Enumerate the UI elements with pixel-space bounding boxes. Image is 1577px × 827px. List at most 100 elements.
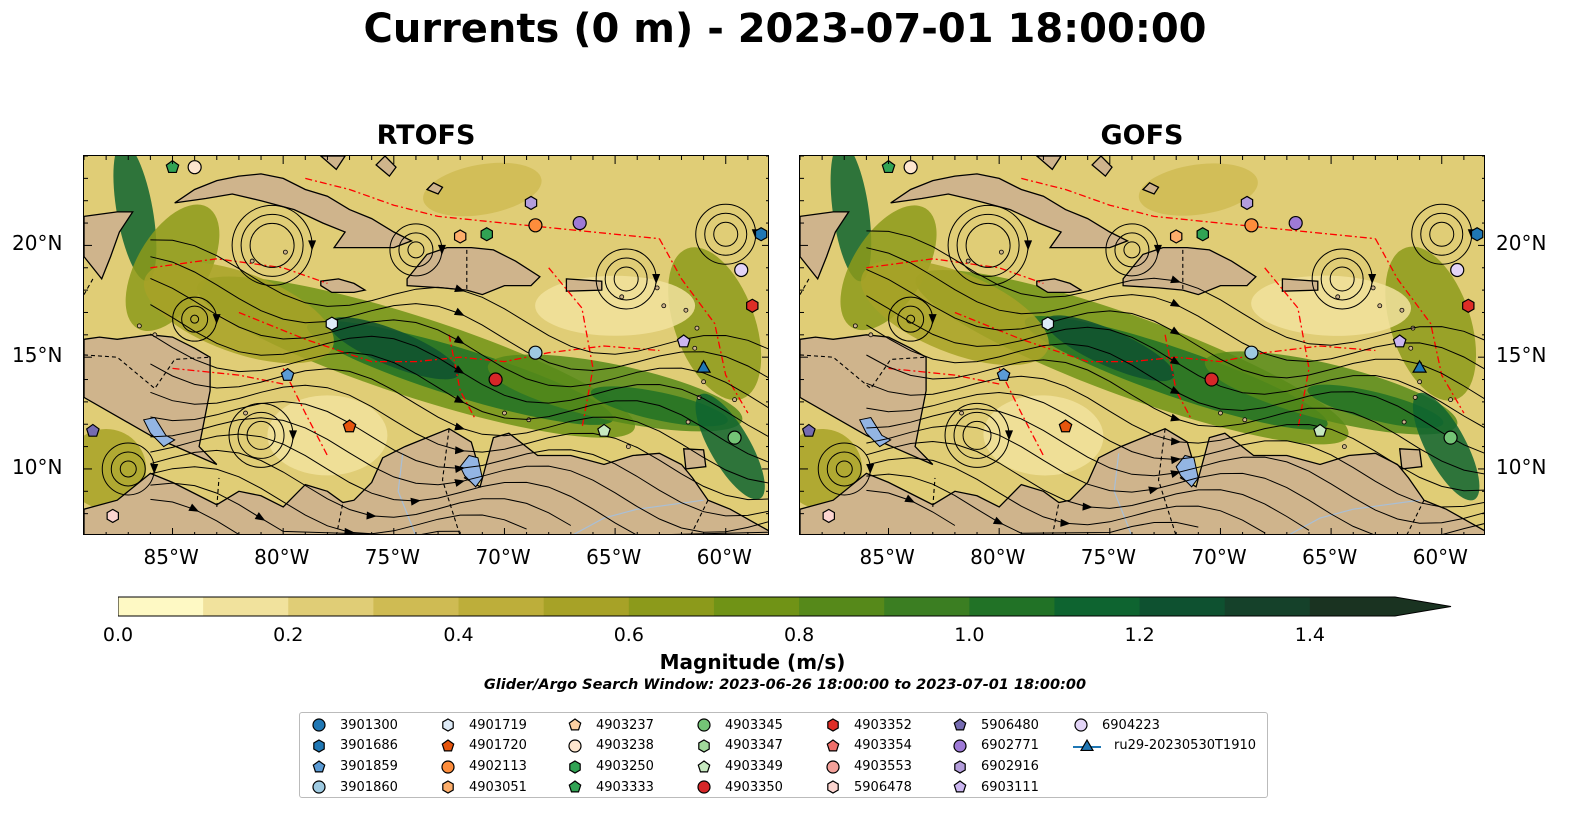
- float-marker-4903350[interactable]: [488, 372, 503, 387]
- float-marker-4903250[interactable]: [1196, 227, 1209, 242]
- legend-marker[interactable]: [953, 718, 967, 731]
- float-marker-3901859[interactable]: [280, 367, 295, 381]
- float-marker-6902916[interactable]: [524, 195, 538, 211]
- legend-marker-icon: [827, 718, 839, 732]
- float-marker-4903350[interactable]: [1204, 372, 1219, 387]
- legend-marker-icon: [442, 780, 454, 795]
- float-marker-4903333[interactable]: [165, 159, 180, 174]
- float-marker-3901686[interactable]: [1470, 227, 1484, 242]
- colorbar-segment: [458, 597, 545, 616]
- legend-marker[interactable]: [312, 759, 326, 773]
- float-marker-3901686[interactable]: [754, 227, 768, 242]
- float-marker-3901860[interactable]: [528, 345, 543, 360]
- legend-marker[interactable]: [697, 759, 711, 773]
- float-marker-4901720[interactable]: [1058, 419, 1073, 433]
- legend-marker[interactable]: [826, 759, 840, 774]
- legend-marker[interactable]: [441, 739, 455, 752]
- legend-marker[interactable]: [313, 739, 325, 753]
- legend-marker[interactable]: [442, 718, 454, 732]
- float-marker-4901720[interactable]: [342, 419, 357, 433]
- colorbar-tick-label: 0.0: [102, 624, 134, 646]
- float-marker-4901719[interactable]: [325, 316, 339, 331]
- float-marker-ru29-20230530T1910[interactable]: [696, 359, 712, 373]
- float-marker-4901719[interactable]: [1041, 316, 1055, 331]
- float-marker-3901859[interactable]: [996, 367, 1011, 381]
- legend-marker[interactable]: [1079, 738, 1095, 751]
- legend-marker[interactable]: [442, 780, 454, 795]
- float-marker-4903238[interactable]: [187, 160, 202, 175]
- float-marker-4903238[interactable]: [903, 160, 918, 175]
- legend-marker-icon: [312, 718, 326, 732]
- float-marker-3901860[interactable]: [1244, 345, 1259, 360]
- legend-marker[interactable]: [698, 739, 710, 753]
- panel-title-gofs: GOFS: [1100, 120, 1184, 151]
- legend-marker[interactable]: [1074, 718, 1088, 732]
- float-marker-4903250[interactable]: [480, 227, 493, 242]
- float-marker-4902113[interactable]: [1244, 218, 1259, 233]
- legend-marker-icon: [442, 718, 454, 732]
- lat-tick-label-right: 10°N: [1496, 454, 1547, 479]
- float-marker-6904223[interactable]: [734, 262, 749, 278]
- legend-marker[interactable]: [827, 718, 839, 732]
- float-marker-ru29-20230530T1910[interactable]: [1412, 359, 1428, 373]
- legend-label: 4901719: [469, 717, 527, 733]
- float-marker-4903345[interactable]: [1443, 430, 1458, 445]
- colorbar-tick-label: 1.4: [1294, 624, 1325, 646]
- float-marker-6902771[interactable]: [1288, 215, 1303, 231]
- legend-entry: 3901686: [310, 736, 398, 756]
- map-panel-rtofs[interactable]: [83, 155, 769, 535]
- legend-marker-icon: [953, 739, 967, 753]
- legend-entry: 4902113: [439, 757, 527, 777]
- legend-marker[interactable]: [953, 780, 967, 793]
- lon-tick-label: 60°W: [696, 545, 752, 569]
- float-marker-5906478[interactable]: [822, 508, 835, 524]
- legend-marker[interactable]: [568, 739, 582, 753]
- legend-entry: 3901860: [310, 777, 398, 797]
- lon-tick-label: 80°W: [970, 545, 1026, 569]
- float-marker-5906478[interactable]: [106, 508, 119, 524]
- float-marker-4903051[interactable]: [453, 229, 467, 244]
- legend-marker[interactable]: [826, 739, 840, 752]
- lat-tick-label-right: 20°N: [1496, 231, 1547, 256]
- legend-marker[interactable]: [697, 718, 711, 732]
- legend-marker[interactable]: [569, 759, 581, 774]
- legend-marker-icon: [697, 718, 711, 732]
- legend-label: 5906478: [854, 779, 912, 795]
- float-marker-4903333[interactable]: [881, 159, 896, 174]
- colorbar-segment: [373, 597, 460, 616]
- float-marker-4903349[interactable]: [1313, 423, 1327, 437]
- float-marker-6904223[interactable]: [1450, 262, 1465, 278]
- legend-marker[interactable]: [441, 759, 455, 774]
- legend-marker-icon: [697, 780, 711, 794]
- legend-marker[interactable]: [312, 780, 326, 794]
- float-marker-4903349[interactable]: [597, 423, 611, 437]
- float-marker-4903345[interactable]: [727, 430, 742, 445]
- float-marker-6902771[interactable]: [572, 215, 587, 231]
- lon-tick-label: 75°W: [1080, 545, 1137, 569]
- legend-marker[interactable]: [827, 780, 839, 795]
- legend-marker-icon: [312, 780, 326, 794]
- legend-marker[interactable]: [954, 759, 966, 774]
- legend-entry: 4903238: [566, 736, 654, 756]
- float-marker-4902113[interactable]: [528, 218, 543, 233]
- float-marker-6903111[interactable]: [676, 334, 691, 348]
- map-panel-gofs[interactable]: [799, 155, 1485, 535]
- legend-marker[interactable]: [568, 780, 582, 793]
- legend-marker[interactable]: [312, 718, 326, 732]
- legend-entry: 5906478: [824, 777, 912, 797]
- float-marker-6902916[interactable]: [1240, 195, 1254, 211]
- float-marker-4903051[interactable]: [1169, 229, 1183, 244]
- legend-marker[interactable]: [697, 780, 711, 794]
- float-marker-6903111[interactable]: [1392, 334, 1407, 348]
- colorbar-tick-label: 0.8: [783, 624, 815, 646]
- legend-marker[interactable]: [953, 739, 967, 753]
- legend-label: 4903250: [596, 759, 654, 775]
- float-marker-4903352[interactable]: [1462, 298, 1475, 313]
- float-marker-5906480[interactable]: [85, 423, 100, 437]
- float-marker-4903352[interactable]: [746, 298, 759, 313]
- legend-entry: 6903111: [951, 777, 1039, 797]
- colorbar-segment: [713, 597, 800, 616]
- legend-marker[interactable]: [568, 718, 582, 731]
- float-marker-5906480[interactable]: [801, 423, 816, 437]
- panel-title-rtofs: RTOFS: [376, 120, 476, 151]
